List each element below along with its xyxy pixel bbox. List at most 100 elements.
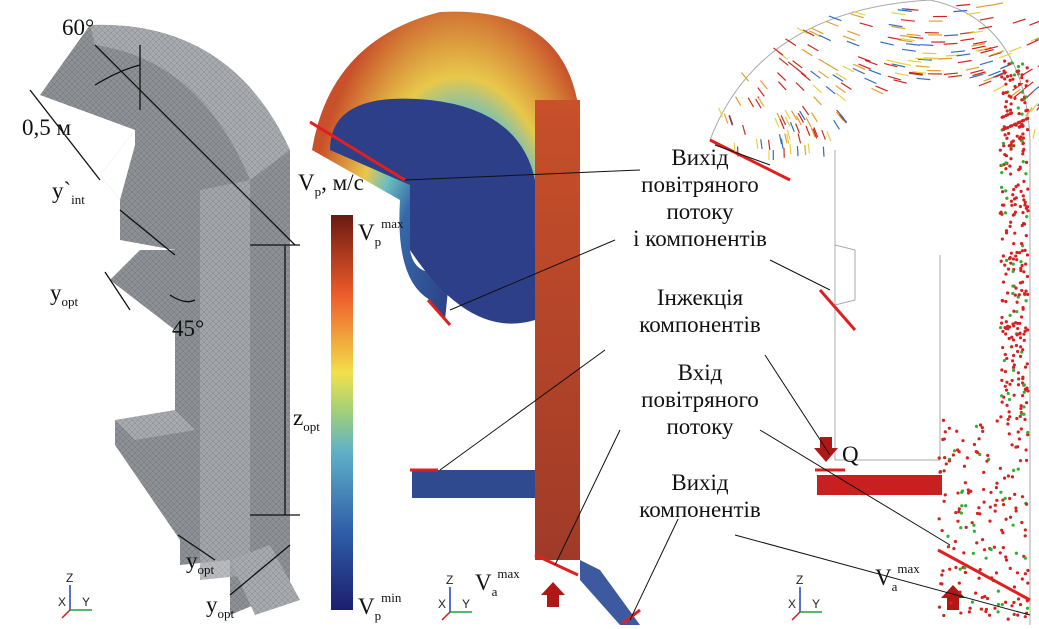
particle <box>1014 254 1017 257</box>
particle <box>979 568 982 571</box>
track <box>993 85 1004 91</box>
particle <box>1001 603 1004 606</box>
particle <box>1001 203 1004 206</box>
particle <box>958 581 961 584</box>
particle <box>1004 353 1007 356</box>
inlet-label: Vamax <box>475 566 520 599</box>
particle <box>1019 269 1022 272</box>
particle <box>975 541 978 544</box>
sub: opt <box>218 606 235 621</box>
base: V <box>475 570 492 595</box>
track <box>1009 47 1021 52</box>
particle <box>982 471 985 474</box>
particle <box>1005 320 1008 323</box>
particle <box>1016 135 1019 138</box>
particle <box>1012 338 1015 341</box>
track <box>865 78 877 83</box>
particle <box>1012 257 1015 260</box>
particle <box>996 610 999 613</box>
particle <box>984 610 987 613</box>
particle <box>1023 391 1026 394</box>
particle <box>1009 225 1012 228</box>
track <box>1013 19 1026 23</box>
track <box>887 60 900 63</box>
particle <box>994 509 997 512</box>
particle <box>1000 186 1003 189</box>
particle <box>971 521 974 524</box>
particle <box>1005 137 1008 140</box>
particle <box>1014 287 1017 290</box>
colorbar-title: Vp, м/с <box>298 170 364 199</box>
track <box>822 130 826 140</box>
particle <box>971 600 974 603</box>
particle <box>1005 91 1008 94</box>
particle <box>994 504 997 507</box>
track <box>778 82 786 90</box>
particle <box>1015 552 1018 555</box>
particle <box>1024 572 1027 575</box>
particle <box>1021 377 1024 380</box>
track <box>843 36 855 41</box>
particle <box>1025 79 1028 82</box>
particle <box>939 582 942 585</box>
track <box>797 69 806 77</box>
axis-x <box>62 610 70 618</box>
particle <box>964 504 967 507</box>
particle <box>944 493 947 496</box>
particle <box>1015 310 1018 313</box>
particle <box>1002 91 1005 94</box>
track <box>781 139 783 149</box>
particle <box>1008 337 1011 340</box>
particle <box>1016 333 1019 336</box>
base: V <box>358 220 375 245</box>
suffix: , м/с <box>321 170 364 195</box>
particle <box>1004 555 1007 558</box>
particle <box>993 546 996 549</box>
particle <box>1021 495 1024 498</box>
sub: p <box>375 608 382 623</box>
particle <box>1025 401 1028 404</box>
particle <box>1006 422 1009 425</box>
particle <box>1013 585 1016 588</box>
track <box>777 73 785 81</box>
particle <box>1001 237 1004 240</box>
particle <box>1024 528 1027 531</box>
particle <box>1018 332 1021 335</box>
base: V <box>875 565 892 590</box>
particle <box>1026 569 1029 572</box>
dim-label: yopt <box>50 280 79 309</box>
particle <box>938 606 941 609</box>
particle <box>1026 253 1029 256</box>
axis-label: Z <box>66 571 73 585</box>
particle <box>956 491 959 494</box>
track <box>967 13 981 15</box>
track <box>724 114 727 124</box>
particle <box>1012 310 1015 313</box>
track <box>958 61 972 63</box>
particle <box>1026 607 1029 610</box>
particle <box>1012 601 1015 604</box>
particle <box>978 512 981 515</box>
track <box>853 68 865 73</box>
track <box>902 49 916 51</box>
particle <box>938 456 941 459</box>
track <box>801 73 810 81</box>
sub: int <box>71 192 85 207</box>
particle <box>990 548 993 551</box>
particle <box>963 465 966 468</box>
particle <box>1009 516 1012 519</box>
colorbar-max: Vpmax <box>358 216 404 249</box>
track <box>991 51 1004 55</box>
particle <box>1011 193 1014 196</box>
particle <box>1000 394 1003 397</box>
track <box>841 83 851 90</box>
particle <box>1016 350 1019 353</box>
axis-label: Y <box>812 597 820 611</box>
sup: min <box>381 590 402 605</box>
track <box>757 139 758 149</box>
track <box>951 51 965 52</box>
particle <box>954 540 957 543</box>
track <box>802 106 808 115</box>
particle <box>1012 469 1015 472</box>
